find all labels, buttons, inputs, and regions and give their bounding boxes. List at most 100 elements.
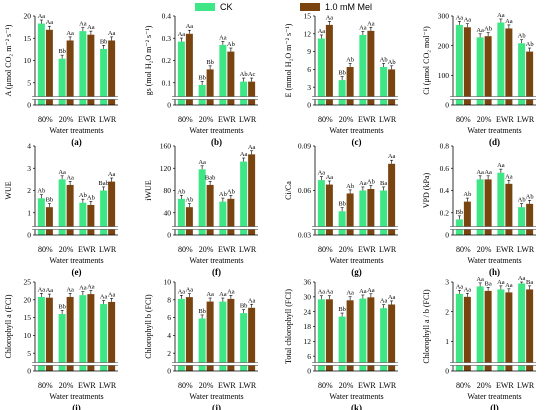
y-tick-label: 0.2 bbox=[162, 56, 172, 65]
y-tick-label: 1 bbox=[445, 337, 449, 346]
y-axis-label: E (mmol H₂O m⁻² s⁻¹) bbox=[284, 23, 293, 97]
axis-break bbox=[172, 362, 258, 366]
bar-mel bbox=[325, 299, 333, 371]
data-label: Aa bbox=[46, 19, 54, 26]
axis-break bbox=[172, 96, 258, 100]
y-tick-label: 2 bbox=[445, 307, 449, 316]
bar-mel bbox=[206, 184, 214, 235]
bar-ck bbox=[497, 172, 505, 235]
data-label: Aa bbox=[248, 297, 256, 304]
x-tick-label: 20% bbox=[477, 245, 492, 254]
bar-ck bbox=[518, 207, 526, 235]
data-label: Ab bbox=[526, 41, 534, 48]
bar-ck bbox=[58, 314, 66, 371]
x-axis-label: Water treatments bbox=[467, 126, 521, 135]
legend-swatch-ck bbox=[195, 3, 215, 11]
data-label: Ab bbox=[367, 178, 375, 185]
data-label: Aa bbox=[518, 275, 526, 282]
bar-mel bbox=[87, 34, 95, 105]
data-label: Bb bbox=[198, 308, 206, 315]
x-tick-label: LWR bbox=[517, 381, 535, 390]
x-tick-label: LWR bbox=[99, 245, 117, 254]
data-label: Aa bbox=[318, 170, 326, 177]
x-tick-label: LWR bbox=[99, 115, 117, 124]
data-label: Ab bbox=[388, 59, 396, 66]
x-tick-label: 80% bbox=[38, 115, 53, 124]
x-tick-label: EWR bbox=[358, 245, 376, 254]
data-label: Aa bbox=[66, 286, 74, 293]
bar-ck bbox=[497, 22, 505, 106]
x-tick-label: EWR bbox=[218, 381, 236, 390]
y-axis-label: VPD (kPa) bbox=[422, 173, 431, 209]
bar-ck bbox=[380, 67, 388, 105]
data-label: Aa bbox=[79, 21, 87, 28]
data-label: Bb bbox=[206, 59, 214, 66]
y-tick-label: 100 bbox=[438, 71, 450, 80]
data-label: Bb bbox=[456, 209, 464, 216]
data-label: Ba bbox=[380, 180, 387, 187]
bar-mel bbox=[227, 198, 235, 235]
bar-ck bbox=[380, 308, 388, 371]
bar-ck bbox=[37, 296, 45, 371]
data-label: Aa bbox=[456, 283, 464, 290]
y-tick-label: 0.2 bbox=[440, 208, 450, 217]
y-tick-label: 6 bbox=[307, 352, 311, 361]
x-tick-label: EWR bbox=[78, 115, 96, 124]
bar-mel bbox=[206, 301, 214, 371]
bar-mel bbox=[45, 29, 53, 106]
bar-ck bbox=[317, 38, 325, 106]
data-label: Aa bbox=[359, 24, 367, 31]
bar-ck bbox=[497, 289, 505, 371]
bar-mel bbox=[206, 69, 214, 105]
x-tick-label: LWR bbox=[379, 245, 397, 254]
bar-ck bbox=[219, 201, 227, 235]
y-tick-label: 5 bbox=[27, 349, 31, 358]
bar-mel bbox=[463, 296, 471, 371]
data-label: Bb bbox=[338, 70, 346, 77]
bar-mel bbox=[367, 30, 375, 105]
bar-mel bbox=[45, 207, 53, 235]
data-label: Ac bbox=[248, 71, 256, 78]
bar-mel bbox=[367, 297, 375, 371]
y-axis-label: Chlorophyll b (FCI) bbox=[144, 294, 153, 359]
panel-label: (j) bbox=[212, 403, 221, 410]
panel-label: (h) bbox=[489, 267, 500, 277]
data-label: Aa bbox=[505, 18, 513, 25]
bar-mel bbox=[367, 189, 375, 235]
bar-ck bbox=[100, 190, 108, 235]
bar-ck bbox=[58, 179, 66, 235]
bar-ck bbox=[338, 316, 346, 371]
bar-ck bbox=[37, 198, 45, 235]
bar-ck bbox=[219, 44, 227, 105]
bar-mel bbox=[388, 163, 396, 235]
x-tick-label: EWR bbox=[78, 381, 96, 390]
axis-break bbox=[450, 226, 536, 230]
data-label: Aa bbox=[58, 169, 66, 176]
y-tick-label: 4 bbox=[167, 331, 171, 340]
data-label: Aa bbox=[464, 286, 472, 293]
panel-label: (a) bbox=[71, 137, 82, 147]
bar-mel bbox=[484, 36, 492, 105]
x-tick-label: 20% bbox=[477, 115, 492, 124]
y-tick-label: 0.8 bbox=[440, 142, 450, 151]
data-label: Ab bbox=[518, 197, 526, 204]
data-label: Ab bbox=[79, 192, 87, 199]
data-label: Aa bbox=[326, 14, 334, 21]
bar-ck bbox=[58, 58, 66, 105]
y-tick-label: 36 bbox=[304, 278, 312, 287]
data-label: Aa bbox=[186, 23, 194, 30]
y-tick-label: 160 bbox=[160, 142, 172, 151]
y-axis-label: A (μmol CO₂ m⁻² s⁻¹) bbox=[4, 24, 13, 96]
bar-ck bbox=[359, 34, 367, 106]
bar-mel bbox=[526, 51, 534, 105]
data-label: Ab bbox=[227, 188, 235, 195]
data-label: Aa bbox=[198, 159, 206, 166]
y-tick-label: 15 bbox=[304, 12, 312, 21]
x-axis-label: Water treatments bbox=[189, 392, 243, 401]
y-tick-label: 0.4 bbox=[440, 186, 450, 195]
y-axis-label: Chlorophyll a / b (FCI) bbox=[422, 289, 431, 364]
y-tick-label: 0.3 bbox=[162, 34, 172, 43]
y-tick-label: 15 bbox=[24, 313, 32, 322]
